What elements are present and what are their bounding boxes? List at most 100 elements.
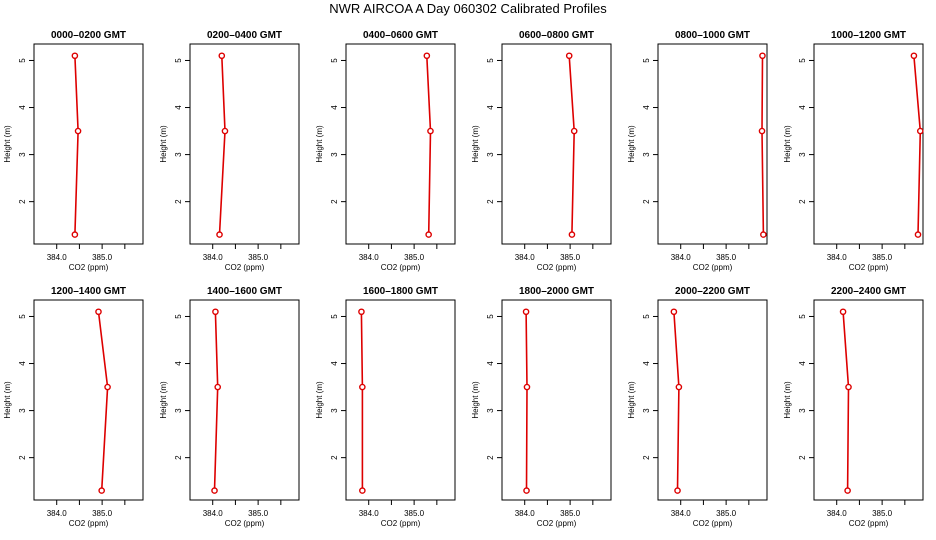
data-point	[221, 127, 229, 135]
y-tick-label: 3	[174, 408, 183, 413]
x-tick-label: 384.0	[515, 253, 536, 262]
plot-frame	[345, 43, 456, 245]
x-tick-label: 385.0	[872, 253, 893, 262]
y-tick-label: 2	[330, 199, 339, 204]
x-axis-label: CO2 (ppm)	[693, 263, 733, 272]
data-point	[218, 52, 226, 60]
figure-title: NWR AIRCOA A Day 060302 Calibrated Profi…	[329, 1, 607, 16]
y-tick-label: 3	[18, 408, 27, 413]
data-point	[523, 487, 530, 494]
y-tick-label: 3	[798, 152, 807, 157]
data-point	[71, 52, 79, 60]
panel-title: 1000–1200 GMT	[831, 30, 906, 41]
data-point	[568, 231, 576, 238]
panel-title: 1400–1600 GMT	[207, 286, 282, 297]
data-point	[358, 308, 365, 316]
y-tick-label: 5	[18, 314, 27, 319]
data-point	[916, 127, 924, 135]
x-tick-label: 384.0	[827, 509, 848, 518]
y-axis-label: Height (m)	[783, 381, 792, 419]
plot-frame	[33, 299, 144, 501]
panel-title: 1600–1800 GMT	[363, 286, 438, 297]
x-tick-label: 385.0	[560, 253, 581, 262]
y-tick-label: 5	[798, 314, 807, 319]
y-tick-label: 4	[642, 105, 651, 110]
x-tick-label: 384.0	[47, 509, 68, 518]
data-point	[71, 231, 79, 238]
x-tick-label: 384.0	[359, 253, 380, 262]
x-axis-label: CO2 (ppm)	[225, 519, 265, 528]
data-point	[427, 127, 434, 135]
y-axis-label: Height (m)	[3, 125, 12, 163]
y-axis-label: Height (m)	[315, 125, 324, 163]
y-axis-label: Height (m)	[159, 125, 168, 163]
data-point	[214, 383, 222, 391]
profile-line	[218, 55, 226, 235]
y-tick-label: 5	[174, 58, 183, 63]
data-point	[522, 308, 530, 316]
y-tick-label: 5	[486, 314, 495, 319]
data-point	[216, 231, 223, 238]
y-tick-label: 3	[330, 152, 339, 157]
data-point	[839, 308, 847, 316]
x-tick-label: 385.0	[560, 509, 581, 518]
x-tick-label: 384.0	[671, 253, 692, 262]
y-axis-label: Height (m)	[3, 381, 12, 419]
data-point	[211, 487, 218, 494]
data-point	[104, 383, 111, 391]
x-tick-label: 384.0	[671, 509, 692, 518]
data-point	[914, 231, 922, 238]
data-point	[844, 487, 851, 494]
y-axis-label: Height (m)	[627, 381, 636, 419]
profile-line	[568, 55, 576, 235]
x-axis-label: CO2 (ppm)	[849, 263, 889, 272]
panel-title: 0600–0800 GMT	[519, 30, 594, 41]
x-tick-label: 385.0	[92, 253, 113, 262]
profile-line	[761, 55, 765, 235]
y-tick-label: 4	[642, 361, 651, 366]
profile-line	[525, 311, 528, 491]
profile-line	[213, 311, 219, 491]
data-point	[359, 383, 366, 391]
y-tick-label: 5	[486, 58, 495, 63]
y-tick-label: 4	[330, 105, 339, 110]
x-axis-label: CO2 (ppm)	[69, 263, 109, 272]
y-tick-label: 5	[642, 314, 651, 319]
y-tick-label: 5	[330, 314, 339, 319]
data-point	[212, 308, 219, 316]
y-tick-label: 2	[642, 455, 651, 460]
plot-frame	[813, 299, 924, 501]
panel-title: 1200–1400 GMT	[51, 286, 126, 297]
y-tick-label: 4	[18, 105, 27, 110]
y-tick-label: 2	[798, 199, 807, 204]
y-axis-label: Height (m)	[627, 125, 636, 163]
plot-frame	[189, 299, 300, 501]
y-tick-label: 2	[486, 199, 495, 204]
profile-line	[97, 311, 109, 491]
data-point	[95, 308, 102, 316]
y-tick-label: 2	[18, 455, 27, 460]
x-tick-label: 384.0	[47, 253, 68, 262]
panel-title: 0000–0200 GMT	[51, 30, 126, 41]
profile-line	[360, 311, 364, 491]
data-point	[760, 231, 767, 238]
y-tick-label: 5	[798, 58, 807, 63]
data-point	[910, 52, 918, 60]
y-tick-label: 2	[174, 455, 183, 460]
x-axis-label: CO2 (ppm)	[381, 519, 421, 528]
data-point	[845, 383, 852, 391]
x-tick-label: 384.0	[359, 509, 380, 518]
x-tick-label: 385.0	[248, 253, 269, 262]
x-axis-label: CO2 (ppm)	[225, 263, 265, 272]
data-point	[98, 487, 105, 494]
y-tick-label: 3	[642, 152, 651, 157]
x-tick-label: 385.0	[872, 509, 893, 518]
